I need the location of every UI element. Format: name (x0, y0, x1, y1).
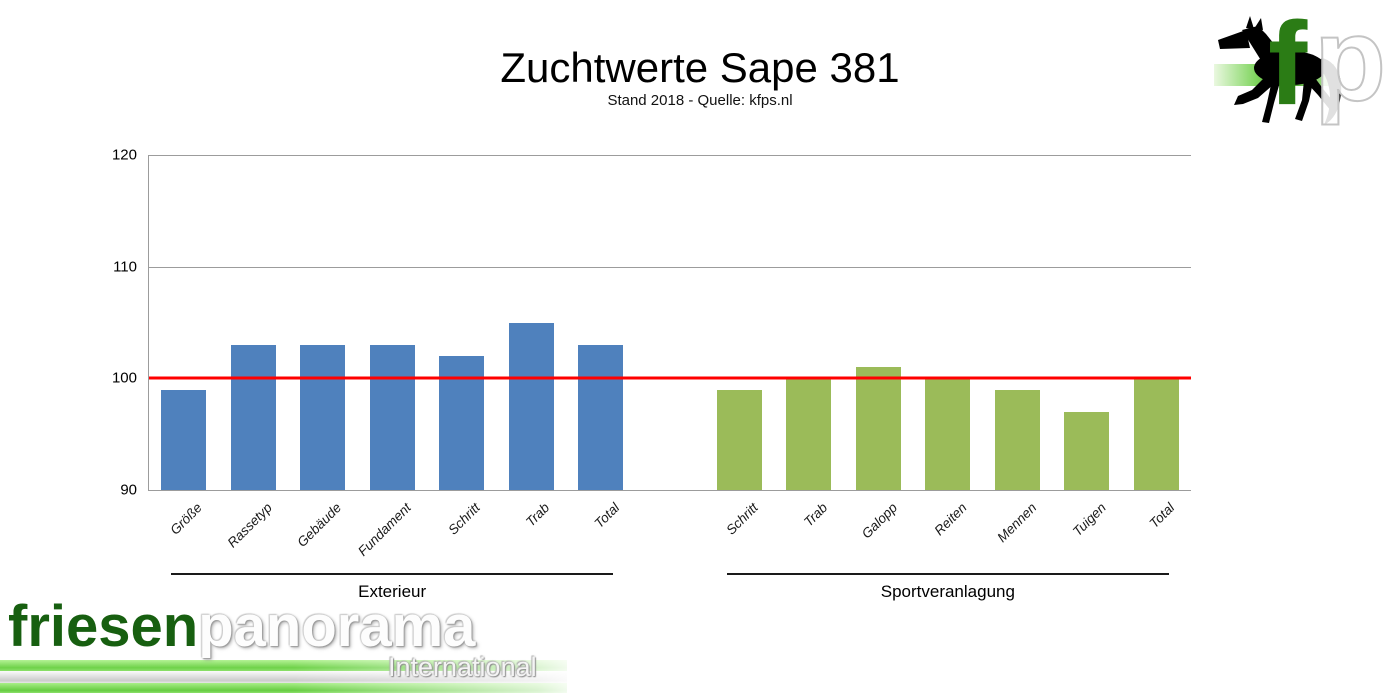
bar-galopp (855, 367, 901, 490)
bar-mennen (994, 389, 1040, 490)
stripe-green-bottom (0, 683, 567, 693)
wordmark-panorama: panorama (198, 594, 476, 659)
horse-fp-logo-icon: p f (1214, 0, 1387, 130)
bar-cell: Größe (149, 155, 218, 538)
bar-cell: Reiten (913, 155, 982, 538)
horse-icon (1218, 16, 1342, 125)
x-label-trab: Trab (800, 500, 831, 530)
bar-cell: Schritt (427, 155, 496, 538)
gridline-110 (149, 266, 1191, 268)
logo-letter-f: f (1268, 4, 1308, 130)
bar-cell: Trab (774, 155, 843, 530)
x-label-schritt: Schritt (445, 500, 484, 538)
bar-total (1133, 378, 1179, 490)
x-label-total: Total (1146, 500, 1178, 531)
gridline-120 (149, 155, 1191, 156)
bar-rassetyp (230, 344, 276, 490)
logo-letter-p: p (1314, 4, 1386, 126)
bar-tuigen (1064, 411, 1110, 490)
y-tick-label-110: 110 (113, 258, 137, 276)
y-tick-label-120: 120 (111, 146, 137, 164)
friesenpanorama-corner-logo: p f (1212, 0, 1397, 136)
bar-reiten (925, 378, 971, 490)
bar-fundament (369, 344, 415, 490)
bar-cell: Total (1122, 155, 1191, 531)
reference-line (149, 376, 1191, 380)
x-label-reiten: Reiten (931, 500, 970, 539)
x-label-größe: Größe (167, 500, 206, 538)
bar-cell: Schritt (705, 155, 774, 538)
wordmark-friesen: friesen (8, 594, 199, 659)
x-label-gebäude: Gebäude (294, 500, 345, 550)
logo-stripes (0, 598, 585, 700)
wordmark-tagline: International (388, 652, 537, 682)
group-caption-sportveranlagung: Sportveranlagung (726, 573, 1169, 602)
x-label-galopp: Galopp (858, 500, 900, 542)
x-label-tuigen: Tuigen (1069, 500, 1109, 540)
bar-cell: Fundament (355, 155, 426, 559)
friesenpanorama-wordmark-logo: friesenpanorama International (0, 598, 585, 700)
x-label-fundament: Fundament (354, 500, 414, 559)
bar-trab (508, 322, 554, 490)
x-label-trab: Trab (523, 500, 553, 530)
chart-subtitle: Stand 2018 - Quelle: kfps.nl (607, 92, 793, 109)
bar-trab (786, 378, 832, 490)
x-label-rassetyp: Rassetyp (224, 500, 275, 551)
bar-gebäude (300, 344, 346, 490)
plot-area: 90 100 110 120 Größe Rassetyp Gebäude Fundament… (112, 147, 1191, 601)
bar-cell: Rassetyp (218, 155, 287, 550)
y-tick-label-100: 100 (111, 369, 137, 387)
bar-group-exterieur: Größe Rassetyp Gebäude Fundament Schritt Trab… (149, 155, 635, 601)
bar-group-sportveranlagung: Schritt Trab Galopp Reiten Mennen Tuigen Total… (705, 155, 1191, 601)
bar-total (578, 344, 624, 490)
x-label-schritt: Schritt (723, 500, 762, 538)
x-label-total: Total (591, 500, 623, 531)
y-tick-label-90: 90 (120, 481, 137, 499)
bar-cell: Galopp (844, 155, 913, 541)
x-label-mennen: Mennen (993, 500, 1039, 546)
bar-schritt (716, 389, 762, 490)
chart-title: Zuchtwerte Sape 381 (500, 44, 900, 91)
bar-cell: Trab (496, 155, 565, 530)
bar-größe (161, 389, 207, 490)
bar-cell: Gebäude (288, 155, 357, 550)
bar-cell: Tuigen (1052, 155, 1121, 539)
group-caption-exterieur: Exterieur (171, 573, 614, 602)
bar-cell: Total (566, 155, 635, 531)
bar-cell: Mennen (983, 155, 1052, 545)
wordmark: friesenpanorama (8, 598, 475, 656)
